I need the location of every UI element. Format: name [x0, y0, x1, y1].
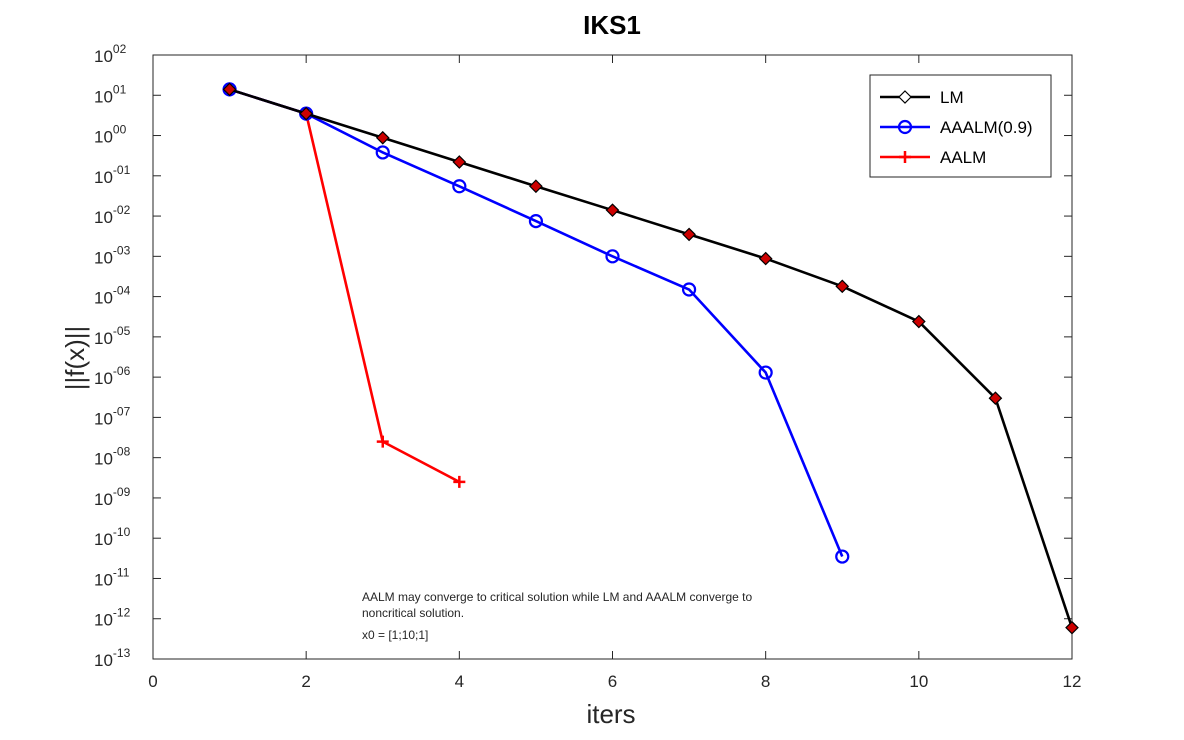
x-tick-label: 6	[608, 672, 617, 691]
chart-title: IKS1	[583, 10, 641, 40]
y-tick-base: 10	[94, 611, 113, 630]
y-tick-exponent: -13	[113, 646, 131, 660]
data-point	[758, 365, 773, 380]
data-point	[375, 130, 390, 145]
series-line	[229, 88, 1074, 629]
y-tick-exponent: 01	[113, 82, 127, 96]
y-tick-exponent: -03	[113, 243, 131, 257]
series-lm	[222, 82, 1079, 635]
data-point	[988, 391, 1003, 406]
data-point	[605, 249, 620, 264]
y-tick-base: 10	[94, 490, 113, 509]
y-tick-exponent: 00	[113, 123, 127, 137]
y-tick-base: 10	[94, 289, 113, 308]
y-tick-base: 10	[94, 208, 113, 227]
y-tick-label: 10-12	[94, 606, 131, 630]
annotation-line-3: x0 = [1;10;1]	[362, 628, 428, 642]
y-tick-exponent: -06	[113, 364, 131, 378]
y-tick-base: 10	[94, 530, 113, 549]
y-tick-exponent: -10	[113, 525, 131, 539]
y-tick-base: 10	[94, 168, 113, 187]
y-tick-exponent: -01	[113, 163, 131, 177]
legend-item: LM	[880, 88, 964, 107]
annotation-line-1: AALM may converge to critical solution w…	[362, 590, 753, 604]
diamond-icon	[898, 90, 912, 104]
data-point	[452, 155, 467, 169]
data-point	[528, 213, 544, 229]
y-tick-base: 10	[94, 651, 113, 670]
data-point	[758, 251, 773, 266]
data-point	[605, 203, 620, 218]
y-tick-label: 10-13	[94, 646, 131, 670]
y-tick-label: 10-09	[94, 485, 131, 509]
y-tick-base: 10	[94, 329, 113, 348]
series-line	[229, 88, 844, 558]
y-tick-base: 10	[94, 450, 113, 469]
y-tick-exponent: -07	[113, 404, 131, 418]
y-tick-base: 10	[94, 47, 113, 66]
annotation-block: AALM may converge to critical solution w…	[362, 590, 753, 642]
y-tick-label: 1002	[94, 42, 127, 66]
data-point	[682, 227, 696, 242]
series-layer	[222, 82, 1079, 635]
y-tick-label: 10-08	[94, 445, 131, 469]
y-tick-base: 10	[94, 87, 113, 106]
legend: LM AAALM(0.9) AALM	[869, 74, 1052, 178]
y-tick-base: 10	[94, 409, 113, 428]
y-tick-label: 10-02	[94, 203, 131, 227]
data-point	[299, 106, 314, 121]
x-tick-label: 10	[909, 672, 928, 691]
y-tick-base: 10	[94, 369, 113, 388]
data-point	[897, 119, 913, 135]
data-point	[1065, 620, 1079, 635]
x-tick-label: 0	[148, 672, 157, 691]
legend-label: AALM	[940, 148, 986, 167]
y-tick-exponent: -02	[113, 203, 131, 217]
x-tick-label: 8	[761, 672, 770, 691]
y-tick-exponent: -08	[113, 445, 131, 459]
data-point	[529, 179, 543, 194]
data-point	[681, 282, 697, 297]
data-point	[899, 151, 911, 163]
y-tick-exponent: -04	[113, 284, 131, 298]
y-tick-label: 10-05	[94, 324, 131, 348]
y-tick-exponent: -12	[113, 606, 131, 620]
y-tick-base: 10	[94, 128, 113, 147]
y-tick-base: 10	[94, 248, 113, 267]
y-tick-label: 10-10	[94, 525, 131, 549]
y-tick-base: 10	[94, 570, 113, 589]
x-axis-label: iters	[586, 699, 635, 729]
data-point	[453, 475, 466, 488]
y-tick-label: 10-01	[94, 163, 131, 187]
y-tick-label: 10-11	[94, 565, 130, 589]
y-tick-exponent: -05	[113, 324, 131, 338]
data-point	[835, 279, 850, 294]
y-axis-label: ||f(x)||	[60, 326, 90, 391]
y-tick-label: 1001	[94, 82, 127, 106]
y-tick-label: 10-03	[94, 243, 131, 267]
data-point	[375, 145, 390, 160]
y-tick-exponent: -09	[113, 485, 131, 499]
y-tick-label: 10-07	[94, 404, 131, 428]
y-tick-exponent: 02	[113, 42, 127, 56]
y-tick-exponent: -11	[113, 565, 130, 579]
y-tick-label: 10-06	[94, 364, 131, 388]
x-tick-label: 12	[1063, 672, 1082, 691]
data-point	[452, 179, 467, 194]
legend-item: AALM	[880, 148, 986, 167]
data-point	[222, 82, 237, 97]
x-tick-label: 4	[455, 672, 464, 691]
data-point	[835, 549, 850, 564]
y-tick-label: 1000	[94, 123, 127, 147]
y-tick-label: 10-04	[94, 284, 131, 308]
annotation-line-2: noncritical solution.	[362, 606, 464, 620]
legend-label: LM	[940, 88, 964, 107]
legend-label: AAALM(0.9)	[940, 118, 1033, 137]
data-point	[911, 314, 926, 329]
legend-item: AAALM(0.9)	[880, 118, 1033, 137]
data-point	[376, 435, 389, 448]
x-tick-label: 2	[301, 672, 310, 691]
